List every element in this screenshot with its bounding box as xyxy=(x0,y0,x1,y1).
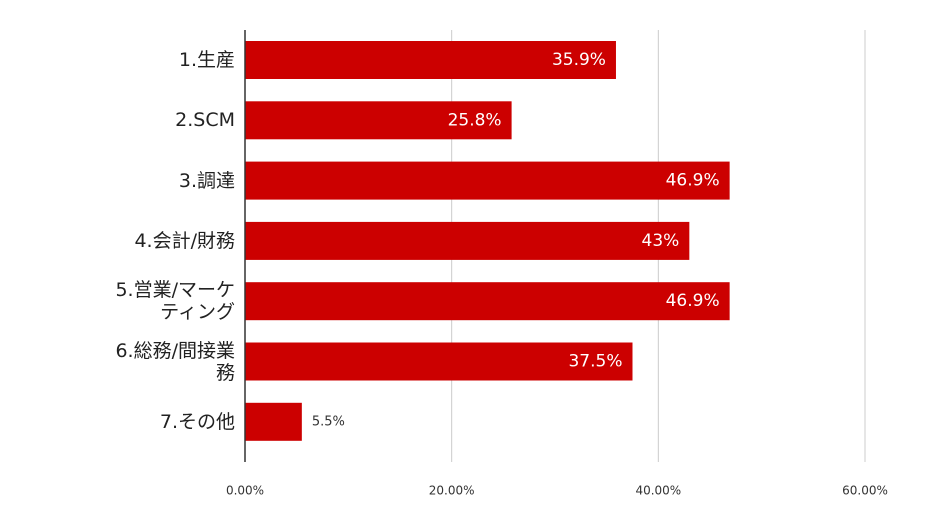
value-label: 5.5% xyxy=(312,414,345,429)
x-tick-label: 60.00% xyxy=(842,484,888,498)
bar xyxy=(245,282,730,321)
bar xyxy=(245,101,512,140)
category-label: 5.営業/マーケ ティング xyxy=(115,279,235,324)
category-label: 1.生産 xyxy=(178,49,235,71)
bar xyxy=(245,161,730,200)
value-label: 46.9% xyxy=(666,291,720,311)
value-label: 25.8% xyxy=(448,110,502,130)
x-tick-label: 0.00% xyxy=(226,484,264,498)
bar xyxy=(245,342,633,381)
category-label: 7.その他 xyxy=(159,410,235,433)
category-label: 6.総務/間接業 務 xyxy=(115,339,235,384)
category-label: 3.調達 xyxy=(178,169,235,192)
bar xyxy=(245,221,690,260)
value-label: 43% xyxy=(642,231,680,251)
bar xyxy=(245,41,616,79)
x-tick-label: 20.00% xyxy=(429,484,475,498)
value-label: 35.9% xyxy=(552,50,606,70)
value-label: 46.9% xyxy=(666,171,720,191)
category-label: 4.会計/財務 xyxy=(134,229,235,252)
x-tick-label: 40.00% xyxy=(635,484,681,498)
bar xyxy=(245,402,302,441)
category-label: 2.SCM xyxy=(175,109,235,132)
value-label: 37.5% xyxy=(568,352,622,372)
